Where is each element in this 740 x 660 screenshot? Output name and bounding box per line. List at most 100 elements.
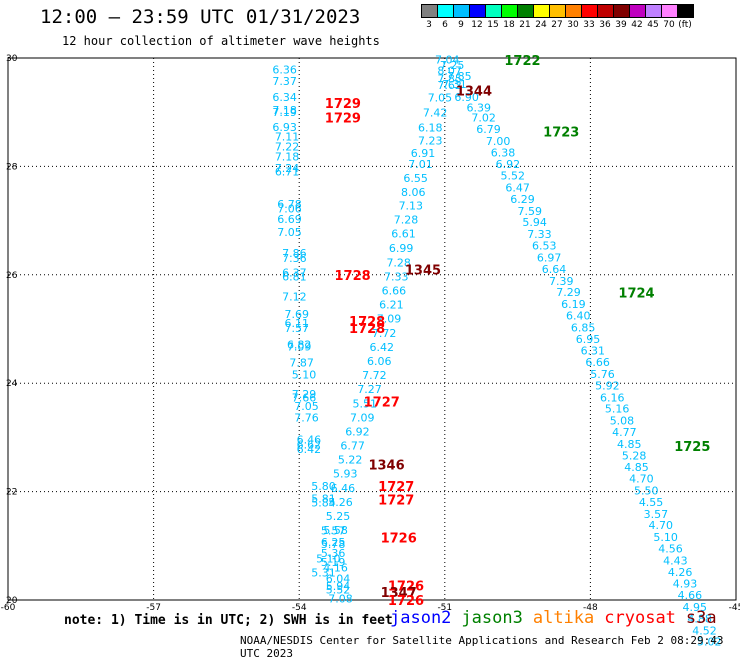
swh-value: 5.10 [292, 369, 317, 382]
swh-value: 5.51 [352, 397, 377, 410]
colorbar-label: 27 [551, 20, 563, 30]
swh-value: 6.55 [403, 172, 428, 185]
swh-value: 7.05 [294, 400, 319, 413]
pass-time-label: 1345 [405, 263, 441, 278]
swh-value: 7.02 [471, 112, 496, 125]
colorbar-label: 42 [631, 20, 643, 30]
swh-value: 6.29 [510, 193, 535, 206]
swh-value: 6.53 [532, 240, 557, 253]
legend-entry-jason3: jason3 [461, 608, 523, 628]
swh-value: 4.70 [649, 519, 674, 532]
colorbar-label: 18 [503, 20, 515, 30]
swh-value: 7.18 [275, 151, 300, 164]
swh-value: 6.95 [576, 333, 601, 346]
swh-value: 5.92 [595, 379, 620, 392]
swh-value: 6.85 [571, 321, 596, 334]
swh-value: 6.11 [285, 317, 310, 330]
swh-value: 7.85 [447, 70, 472, 83]
pass-time-label: 1725 [674, 440, 710, 455]
plot-frame [7, 57, 737, 601]
swh-value: 7.09 [377, 313, 402, 326]
colorbar-label: 36 [599, 20, 611, 30]
pass-time-label: 1728 [349, 315, 385, 330]
swh-value: 6.78 [277, 198, 302, 211]
swh-value: 5.10 [653, 531, 678, 544]
swh-value: 5.02 [697, 636, 722, 649]
swh-value: 5.08 [610, 415, 635, 428]
satellite-legend: jason2 jason3 altika cryosat s3a [390, 608, 717, 628]
swh-value: 6.21 [379, 299, 404, 312]
pass-time-label: 1347 [381, 586, 417, 601]
swh-value: 6.37 [282, 267, 307, 280]
swh-value: 7.28 [386, 256, 411, 269]
swh-value: 7.86 [282, 247, 307, 260]
y-tick-label: 22 [6, 488, 17, 498]
swh-value: 7.29 [292, 388, 317, 401]
swh-value: 5.84 [311, 496, 336, 509]
swh-value: 5.25 [326, 510, 351, 523]
colorbar-label: 3 [426, 20, 432, 30]
pass-time-label: 1726 [381, 532, 417, 547]
swh-value: 7.28 [394, 214, 419, 227]
x-tick-label: -51 [437, 603, 452, 613]
x-tick-label: -45 [729, 603, 740, 613]
pass-time-label: 1727 [378, 480, 414, 495]
colorbar-label: 24 [535, 20, 547, 30]
swh-value: 6.61 [391, 228, 416, 241]
colorbar-label: 15 [487, 20, 499, 30]
pass-time-label: 1727 [364, 396, 400, 411]
swh-value: 7.09 [287, 340, 312, 353]
swh-value: 5.94 [326, 580, 351, 593]
pass-time-label: 1729 [325, 97, 361, 112]
swh-value: 5.50 [634, 485, 659, 498]
pass-time-label: 1728 [349, 322, 385, 337]
swh-value: 5.22 [338, 454, 363, 467]
pass-time-label: 1346 [368, 459, 404, 474]
swh-value: 4.16 [323, 561, 348, 574]
legend-entry-s3a: s3a [685, 608, 717, 628]
swh-value: 6.46 [331, 482, 356, 495]
swh-value: 4.88 [687, 612, 712, 625]
swh-value: 6.18 [418, 121, 443, 134]
colorbar-label: 21 [519, 20, 531, 30]
swh-value: 6.25 [321, 536, 346, 549]
swh-value: 6.69 [277, 213, 302, 226]
swh-value: 7.33 [527, 228, 552, 241]
legend-entry-cryosat: cryosat [604, 608, 676, 628]
x-tick-label: -57 [146, 603, 161, 613]
swh-value: 6.40 [566, 309, 591, 322]
swh-value: 7.29 [556, 286, 581, 299]
swh-value: 7.08 [328, 592, 353, 605]
swh-value: 7.85 [437, 73, 462, 86]
y-tick-label: 26 [6, 271, 18, 281]
swh-value: 5.28 [622, 449, 647, 462]
swh-value: 7.69 [285, 308, 310, 321]
y-tick-label: 24 [6, 379, 18, 389]
swh-value: 7.04 [435, 54, 460, 67]
swh-value: 8.06 [401, 186, 426, 199]
swh-value: 5.78 [321, 538, 346, 551]
swh-value: 7.36 [282, 252, 307, 265]
pass-time-label: 1729 [325, 112, 361, 127]
swh-value: 4.95 [682, 601, 707, 614]
swh-value: 7.42 [423, 107, 448, 120]
swh-value: 6.19 [561, 298, 586, 311]
swh-value: 7.25 [440, 59, 465, 72]
swh-value: 6.39 [467, 101, 492, 114]
swh-value: 6.97 [537, 251, 562, 264]
swh-value: 7.57 [285, 322, 310, 335]
swh-value: 6.46 [297, 434, 322, 447]
swh-value: 6.99 [389, 242, 414, 255]
pass-time-label: 1724 [618, 287, 654, 302]
swh-value: 5.10 [316, 552, 341, 565]
swh-value: 7.24 [275, 162, 300, 175]
pass-time-label: 1726 [388, 594, 424, 609]
swh-value: 7.31 [442, 78, 467, 91]
colorbar-label: 33 [583, 20, 595, 30]
colorbar-label: 6 [442, 20, 448, 30]
pass-time-label: 1344 [456, 85, 492, 100]
swh-value: 5.80 [311, 480, 336, 493]
swh-value: 4.93 [673, 578, 698, 591]
swh-value: 6.66 [585, 356, 610, 369]
